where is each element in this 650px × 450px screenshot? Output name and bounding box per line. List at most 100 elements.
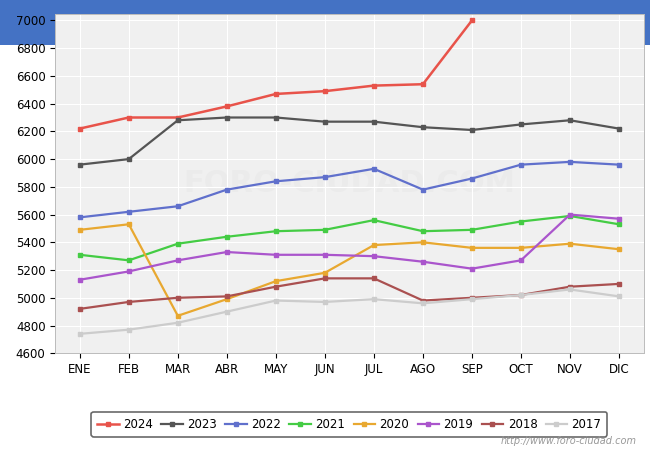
2024 [174,115,182,120]
2017 [517,292,525,298]
2017 [174,320,182,325]
2019 [174,258,182,263]
2023 [419,125,427,130]
2024 [370,83,378,88]
2017 [223,309,231,315]
2019 [517,258,525,263]
2017 [125,327,133,333]
2017 [370,297,378,302]
2018 [321,276,329,281]
2018 [174,295,182,301]
2022 [370,166,378,171]
2021 [76,252,84,257]
2017 [321,299,329,305]
2022 [615,162,623,167]
2020 [76,227,84,233]
2019 [615,216,623,221]
2023 [174,117,182,123]
2018 [272,284,280,289]
Line: 2018: 2018 [78,277,621,310]
2018 [566,284,574,289]
2019 [272,252,280,257]
Line: 2023: 2023 [78,116,621,166]
2024 [125,115,133,120]
2023 [125,157,133,162]
Line: 2017: 2017 [78,288,621,336]
2018 [517,292,525,298]
2021 [321,227,329,233]
2021 [419,229,427,234]
2018 [419,298,427,303]
2022 [419,187,427,192]
2019 [76,277,84,283]
2024 [272,91,280,97]
2022 [517,162,525,167]
2020 [321,270,329,275]
2024 [223,104,231,109]
2023 [272,115,280,120]
2023 [566,117,574,123]
2023 [517,122,525,127]
2018 [223,294,231,299]
2024 [419,81,427,87]
Line: 2021: 2021 [78,214,621,262]
2017 [76,331,84,337]
Text: Afiliados en Alhaurín el Grande a 30/9/2024: Afiliados en Alhaurín el Grande a 30/9/2… [150,15,500,30]
2017 [468,297,476,302]
2018 [125,299,133,305]
2018 [370,276,378,281]
Line: 2020: 2020 [78,223,621,318]
2021 [125,258,133,263]
2020 [174,313,182,319]
2023 [76,162,84,167]
2020 [272,279,280,284]
2022 [174,203,182,209]
Line: 2019: 2019 [78,213,621,282]
2022 [468,176,476,181]
2024 [76,126,84,131]
2021 [566,213,574,219]
2018 [468,295,476,301]
2021 [468,227,476,233]
2019 [566,212,574,217]
2022 [566,159,574,165]
2022 [321,175,329,180]
2020 [419,239,427,245]
Legend: 2024, 2023, 2022, 2021, 2020, 2019, 2018, 2017: 2024, 2023, 2022, 2021, 2020, 2019, 2018… [92,412,607,436]
2020 [223,297,231,302]
2023 [223,115,231,120]
2019 [468,266,476,271]
2022 [76,215,84,220]
2023 [615,126,623,131]
2017 [566,287,574,292]
2022 [272,179,280,184]
2018 [615,281,623,287]
2020 [468,245,476,251]
2021 [223,234,231,239]
Text: http://www.foro-ciudad.com: http://www.foro-ciudad.com [501,436,637,446]
2019 [223,249,231,255]
2024 [468,18,476,23]
2023 [468,127,476,133]
2022 [125,209,133,215]
2017 [272,298,280,303]
2021 [370,217,378,223]
2022 [223,187,231,192]
Line: 2024: 2024 [78,19,474,130]
Text: FORO-CIUDAD.COM: FORO-CIUDAD.COM [183,169,515,198]
2021 [272,229,280,234]
2021 [174,241,182,247]
2020 [615,247,623,252]
2019 [419,259,427,265]
2020 [517,245,525,251]
2021 [615,221,623,227]
2020 [125,221,133,227]
2018 [76,306,84,311]
2021 [517,219,525,224]
2017 [419,301,427,306]
2023 [370,119,378,124]
2020 [370,243,378,248]
2017 [615,294,623,299]
2019 [321,252,329,257]
2019 [125,269,133,274]
